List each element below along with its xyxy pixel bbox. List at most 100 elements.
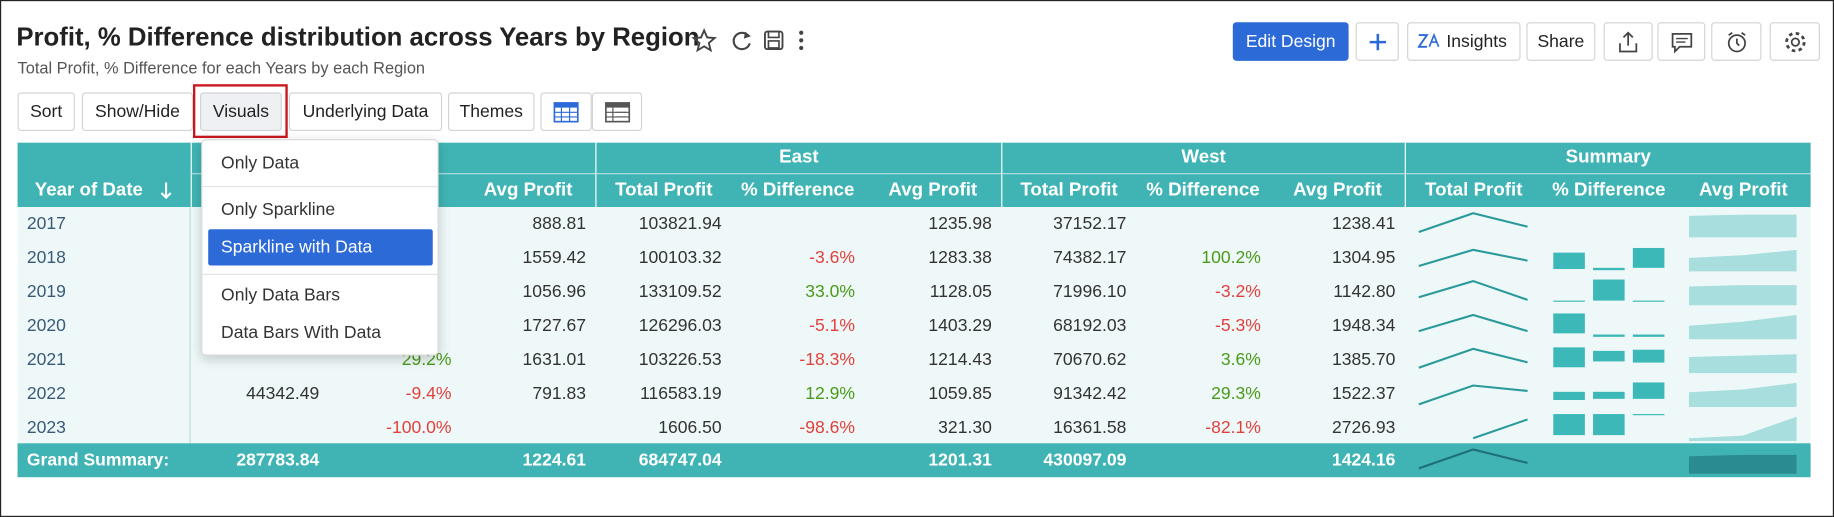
cell-value: 44342.49 (246, 383, 320, 404)
sparkline (1632, 247, 1665, 268)
cell-value: 791.83 (532, 383, 586, 404)
sparkline (1418, 313, 1528, 333)
alarm-icon (1727, 31, 1746, 52)
sparkline (1593, 334, 1625, 337)
sparkline (1688, 416, 1797, 441)
menu-item[interactable]: Sparkline with Data (208, 229, 433, 266)
cell-value: 1559.42 (522, 247, 586, 268)
action-button[interactable]: Edit Design (1232, 22, 1349, 61)
cell-value: 1304.95 (1331, 247, 1396, 268)
sparkline (1688, 249, 1797, 272)
cell-value: 68192.03 (1053, 315, 1127, 336)
sparkline (1632, 414, 1665, 416)
sparkline (1472, 418, 1528, 440)
menu-separator (202, 185, 438, 188)
sparkline (1553, 300, 1585, 302)
menu-item[interactable]: Only Data (221, 153, 300, 174)
action-button[interactable]: Share (1526, 22, 1596, 61)
sparkline (1418, 212, 1528, 234)
cell-value: -18.3% (799, 349, 856, 370)
cell-value: 1059.85 (928, 383, 992, 404)
gear-icon (1784, 31, 1805, 52)
sparkline (1688, 382, 1797, 408)
toolbar-button[interactable]: Show/Hide (81, 92, 193, 131)
total-value: 287783.84 (236, 450, 320, 471)
pivot-view-button[interactable] (591, 92, 643, 131)
menu-separator (202, 273, 438, 275)
table-icon (553, 101, 579, 122)
sparkline (1688, 214, 1797, 238)
sparkline (1418, 347, 1528, 369)
plus-icon (1369, 33, 1386, 50)
cell-value: 1522.37 (1331, 383, 1396, 404)
row-label: 2017 (26, 214, 66, 234)
menu-item[interactable]: Only Sparkline (221, 200, 336, 220)
sparkline (1593, 414, 1625, 436)
sparkline (1593, 391, 1625, 399)
table-view-button[interactable] (540, 92, 592, 131)
export-button[interactable] (1603, 22, 1653, 61)
column-header: Avg Profit (1293, 180, 1382, 201)
insights-icon (1417, 32, 1440, 48)
cell-value: 33.0% (805, 281, 856, 302)
toolbar-button[interactable]: Visuals (200, 92, 282, 131)
cell-value: -100.0% (386, 417, 452, 438)
cell-value: 1606.50 (658, 417, 722, 438)
report-subtitle: Total Profit, % Difference for each Year… (17, 58, 426, 78)
title-icons[interactable] (691, 27, 820, 55)
menu-item[interactable]: Only Data Bars (221, 285, 341, 306)
highlight-box (192, 84, 288, 139)
cell-value: 116583.19 (640, 383, 722, 404)
total-value: 1424.16 (1331, 450, 1396, 471)
row-label: 2022 (26, 383, 66, 404)
row-label: 2019 (26, 281, 66, 302)
alarm-button[interactable] (1711, 22, 1762, 61)
cell-value: 91342.42 (1053, 383, 1127, 404)
sort-arrow[interactable] (159, 181, 173, 200)
add-button[interactable] (1355, 22, 1399, 61)
sparkline (1553, 391, 1585, 401)
cell-value: 321.30 (938, 417, 992, 438)
cell-value: 29.3% (1211, 383, 1261, 404)
total-value: 1224.61 (522, 450, 586, 471)
sparkline (1418, 448, 1528, 470)
toolbar-button[interactable]: Themes (447, 92, 535, 131)
column-header: % Difference (1552, 180, 1666, 201)
toolbar-button[interactable]: Underlying Data (288, 92, 443, 131)
cell-value: 16361.58 (1053, 417, 1127, 438)
sparkline (1593, 279, 1625, 301)
total-value: 430097.09 (1043, 450, 1127, 471)
sparkline (1688, 285, 1797, 306)
cell-value: 1631.01 (522, 349, 586, 370)
cell-value: 70670.62 (1053, 349, 1127, 370)
export-icon (1619, 30, 1638, 52)
comment-button[interactable] (1657, 22, 1706, 61)
cell-value: 1056.96 (522, 281, 586, 302)
cell-value: 126296.03 (638, 315, 722, 336)
report-title: Profit, % Difference distribution across… (16, 22, 700, 52)
visuals-menu: Only Data Only Sparkline Sparkline with Da… (201, 139, 439, 356)
total-value: 684747.04 (638, 450, 722, 471)
cell-value: 1283.38 (928, 247, 992, 268)
column-header (190, 174, 329, 208)
cell-value: 1948.34 (1331, 315, 1396, 336)
sparkline (1418, 279, 1528, 301)
group-header: Summary (1404, 142, 1811, 175)
sparkline (1593, 267, 1625, 271)
menu-item[interactable]: Data Bars With Data (221, 322, 381, 343)
toolbar-button[interactable]: Sort (17, 92, 75, 131)
column-header: Avg Profit (1698, 180, 1788, 201)
cell-value: 1238.41 (1331, 214, 1396, 234)
settings-button[interactable] (1769, 22, 1820, 61)
cell-value: -98.6% (799, 417, 856, 438)
total-label: Grand Summary: (26, 450, 170, 471)
pivot-icon (604, 101, 630, 122)
sparkline (1632, 300, 1665, 302)
cell-value: 133109.52 (638, 281, 722, 302)
action-button[interactable]: Insights (1407, 22, 1521, 61)
sparkline (1688, 454, 1797, 474)
row-label: 2020 (26, 315, 66, 336)
cell-value: -3.2% (1215, 281, 1261, 302)
column-header: % Difference (741, 180, 855, 201)
